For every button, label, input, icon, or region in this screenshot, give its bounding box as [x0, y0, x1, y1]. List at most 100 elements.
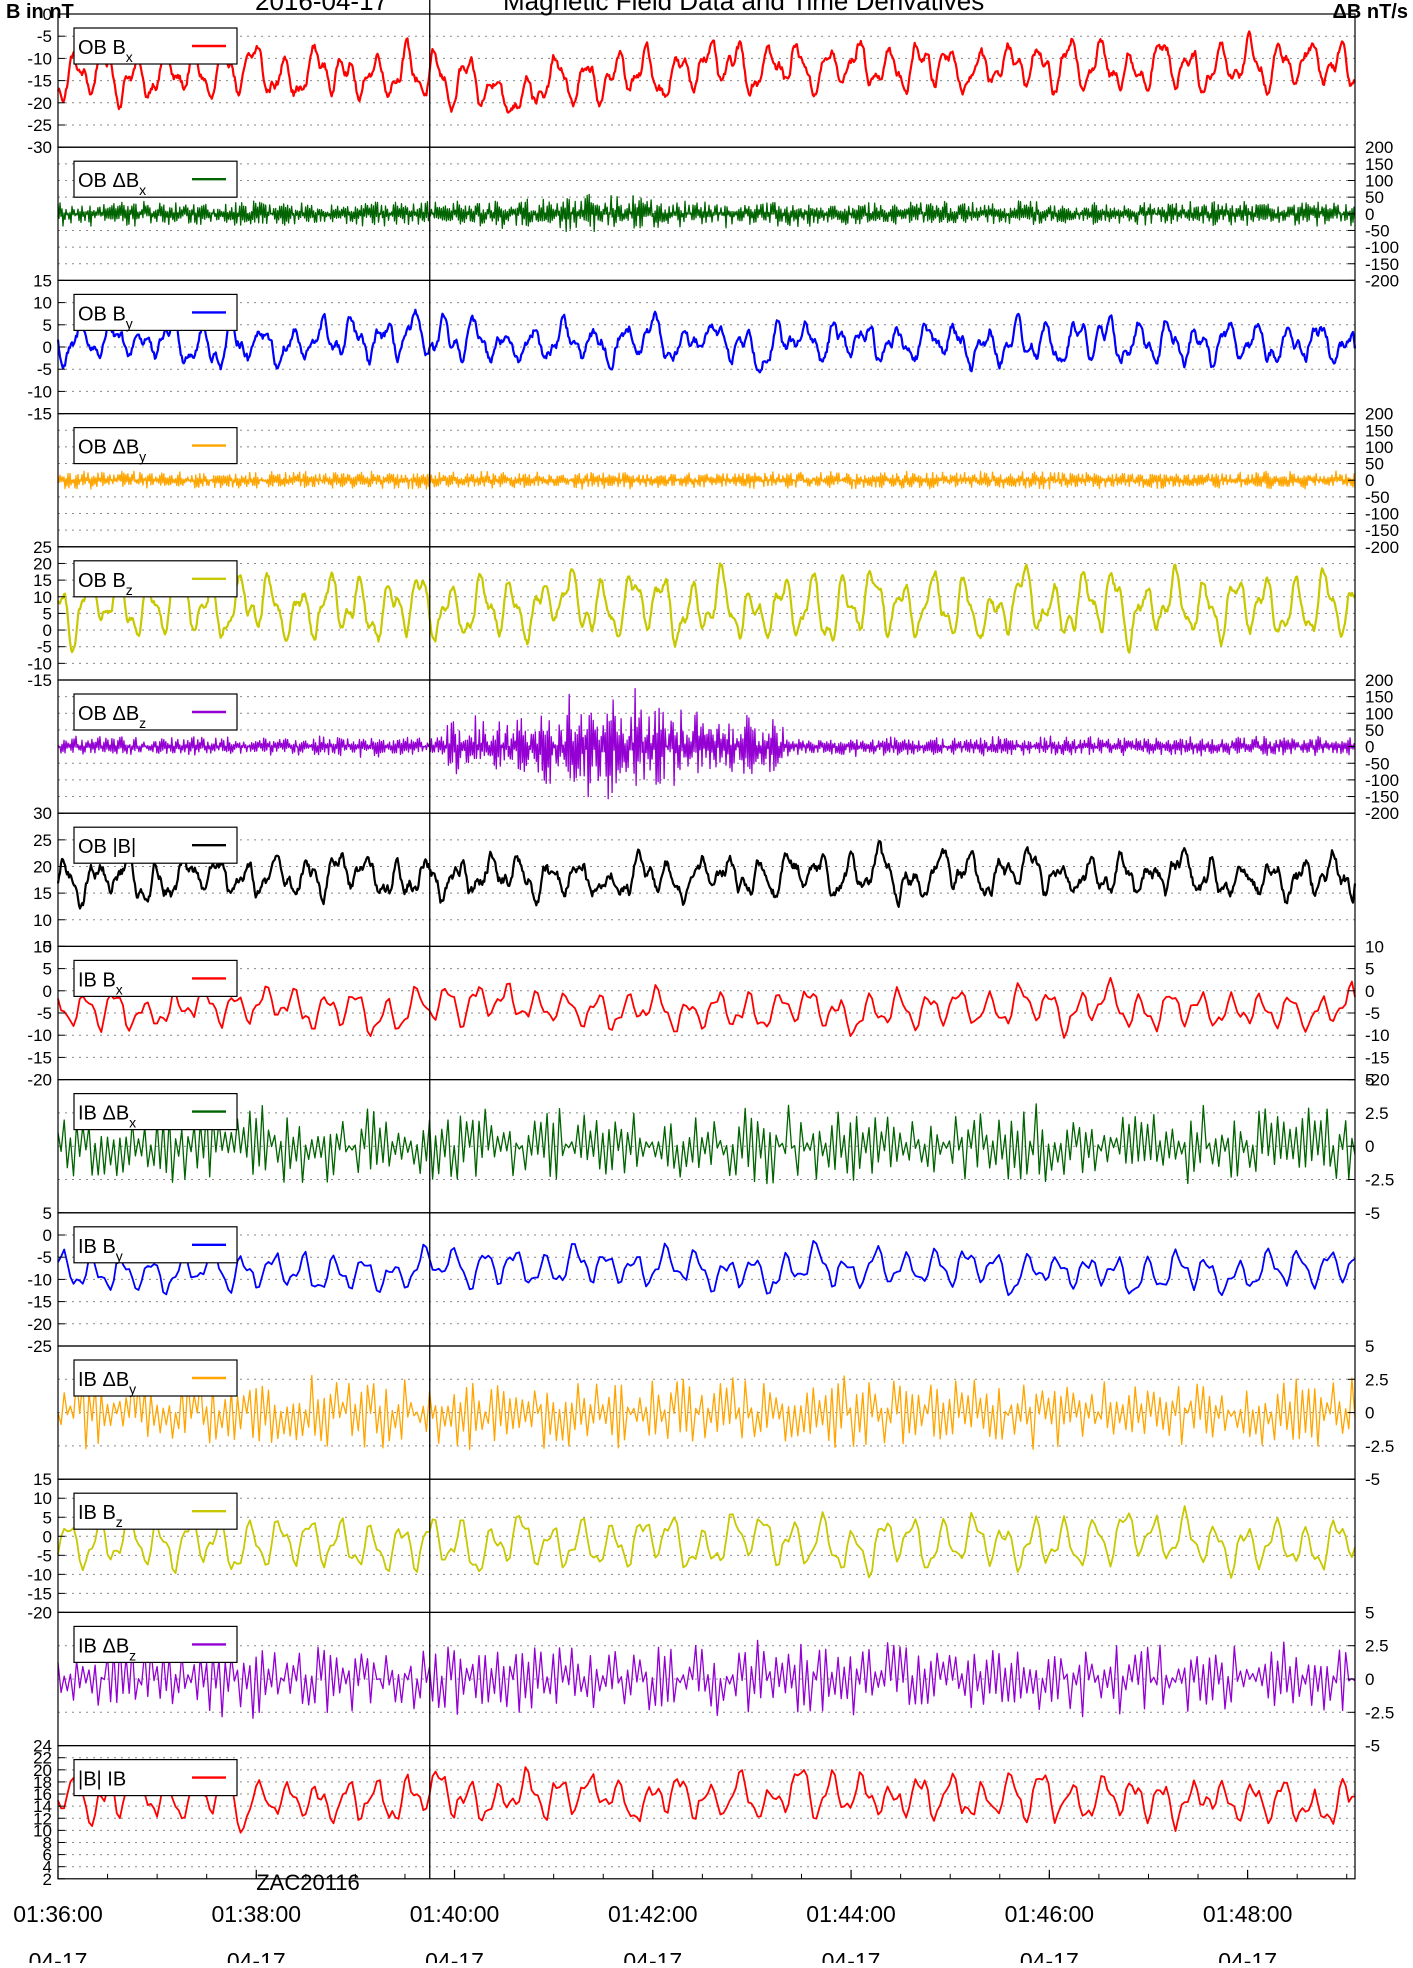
panel-9: 5 2.5 0 -2.5 -5 IB ΔBx — [57, 1071, 1394, 1223]
left-tick-label: -30 — [27, 138, 52, 157]
right-tick-label: -5 — [1365, 1470, 1380, 1489]
legend: IB ΔBz — [73, 1625, 238, 1663]
left-tick-label: 18 — [33, 1773, 52, 1792]
left-tick-label: -5 — [37, 638, 52, 657]
plot-date: 2016-04-17 — [255, 0, 388, 16]
legend-subscript: y — [126, 315, 133, 331]
right-tick-label: 0 — [1365, 738, 1374, 757]
series-line — [56, 308, 1357, 374]
left-tick-label: -20 — [27, 94, 52, 113]
panel-frame — [57, 1611, 1356, 1747]
right-tick-label: 0 — [1365, 1404, 1374, 1423]
series-line — [57, 1505, 1356, 1579]
x-tick-date: 04-17 — [822, 1948, 881, 1963]
left-tick-label: -15 — [27, 1584, 52, 1603]
left-tick-label: -25 — [27, 1337, 52, 1356]
left-tick-label: 25 — [33, 538, 52, 557]
right-tick-label: 0 — [1365, 471, 1374, 490]
right-tick-label: 0 — [1365, 982, 1374, 1001]
legend-subscript: x — [116, 981, 123, 997]
right-tick-label: -20 — [1365, 1071, 1390, 1090]
left-tick-label: -15 — [27, 405, 52, 424]
right-tick-label: -10 — [1365, 1026, 1390, 1045]
left-tick-label: 20 — [33, 554, 52, 573]
series-line — [57, 976, 1356, 1039]
legend: OB |B| — [73, 826, 238, 864]
left-tick-label: 5 — [43, 1508, 52, 1527]
left-tick-label: -15 — [27, 1293, 52, 1312]
panel-11: 5 2.5 0 -2.5 -5 IB ΔBy — [57, 1337, 1394, 1489]
right-tick-label: 100 — [1365, 704, 1393, 723]
left-tick-label: 5 — [43, 937, 52, 956]
left-tick-label: -10 — [27, 654, 52, 673]
left-tick-label: -5 — [37, 1248, 52, 1267]
legend: |B| IB — [73, 1758, 238, 1797]
left-tick-label: 6 — [43, 1846, 52, 1865]
right-tick-label: 100 — [1365, 172, 1393, 191]
left-tick-label: -25 — [27, 116, 52, 135]
legend: OB Bx — [73, 27, 238, 65]
x-tick-time: 01:42:00 — [608, 1901, 698, 1927]
right-tick-label: 50 — [1365, 188, 1384, 207]
x-tick-date: 04-17 — [425, 1948, 484, 1963]
left-tick-label: 5 — [43, 960, 52, 979]
right-tick-label: -150 — [1365, 521, 1399, 540]
right-tick-label: -5 — [1365, 1004, 1380, 1023]
left-axis-title: B in nT — [6, 1, 74, 23]
left-tick-label: 22 — [33, 1749, 52, 1768]
legend: OB By — [73, 293, 238, 331]
right-tick-label: 2.5 — [1365, 1637, 1389, 1656]
x-tick-date: 04-17 — [29, 1948, 88, 1963]
x-tick-date: 04-17 — [623, 1948, 682, 1963]
panel-10: 5 0 -5 -10 -15 -20 -25 IB By — [27, 1204, 1356, 1356]
legend-subscript: y — [129, 1381, 136, 1397]
left-tick-label: 15 — [33, 1470, 52, 1489]
legend-label: OB |B| — [78, 836, 136, 858]
left-tick-label: 0 — [43, 982, 52, 1001]
right-tick-label: 150 — [1365, 155, 1393, 174]
right-tick-label: 5 — [1365, 1603, 1374, 1622]
right-tick-label: 150 — [1365, 421, 1393, 440]
left-tick-label: 0 — [43, 338, 52, 357]
left-tick-label: -15 — [27, 1048, 52, 1067]
left-tick-label: -10 — [27, 1026, 52, 1045]
x-tick-date: 04-17 — [1218, 1948, 1277, 1963]
right-tick-label: -50 — [1365, 488, 1390, 507]
right-tick-label: 200 — [1365, 138, 1393, 157]
legend-subscript: x — [139, 182, 146, 198]
left-tick-label: 20 — [33, 1761, 52, 1780]
right-tick-label: -100 — [1365, 238, 1399, 257]
legend-subscript: z — [129, 1647, 136, 1663]
legend: OB ΔBy — [73, 427, 238, 465]
right-tick-label: 5 — [1365, 960, 1374, 979]
right-tick-label: 100 — [1365, 438, 1393, 457]
left-tick-label: 0 — [43, 1226, 52, 1245]
panel-13: 5 2.5 0 -2.5 -5 IB ΔBz — [57, 1603, 1394, 1756]
legend: IB Bz — [73, 1492, 238, 1530]
right-tick-label: -2.5 — [1365, 1171, 1394, 1190]
legend: IB By — [73, 1226, 238, 1264]
right-tick-label: 50 — [1365, 455, 1384, 474]
left-tick-label: 12 — [33, 1809, 52, 1828]
series-line — [56, 840, 1357, 910]
left-tick-label: -10 — [27, 382, 52, 401]
legend: OB ΔBz — [73, 693, 238, 731]
right-tick-label: 0 — [1365, 1137, 1374, 1156]
left-tick-label: 15 — [33, 271, 52, 290]
x-tick-time: 01:36:00 — [13, 1901, 103, 1927]
right-tick-label: 0 — [1365, 205, 1374, 224]
left-tick-label: 5 — [43, 1204, 52, 1223]
left-tick-label: 10 — [33, 1489, 52, 1508]
left-tick-label: -5 — [37, 27, 52, 46]
right-tick-label: 150 — [1365, 688, 1393, 707]
left-tick-label: 16 — [33, 1785, 52, 1804]
left-tick-label: 20 — [33, 857, 52, 876]
legend-subscript: x — [126, 49, 133, 65]
series-line — [57, 562, 1356, 654]
panel-frame — [57, 1345, 1356, 1480]
right-tick-label: -100 — [1365, 505, 1399, 524]
